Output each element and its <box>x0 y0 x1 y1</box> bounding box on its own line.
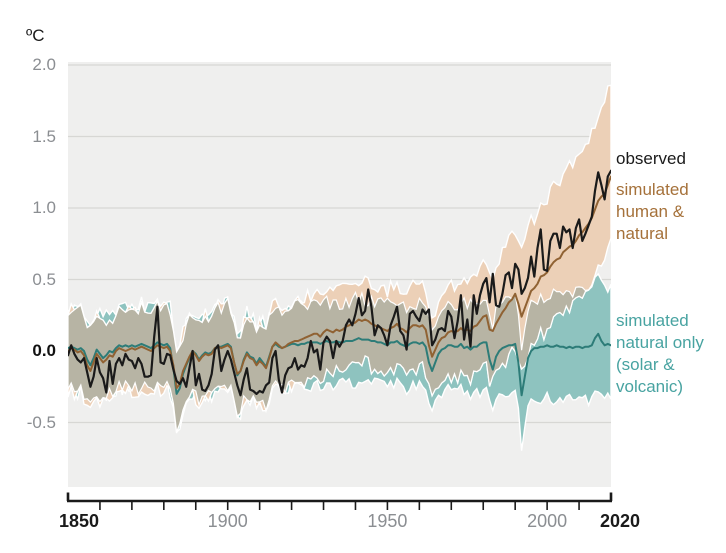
x-tick-label-2020: 2020 <box>599 511 641 531</box>
legend-simulated-natural-only: simulated natural only (solar & volcanic… <box>616 311 704 396</box>
legend-simulated-human-natural: simulated human & natural <box>616 180 689 243</box>
band-overlap-region <box>68 286 590 433</box>
y-axis-unit-label: ºC <box>26 26 45 45</box>
simulated-human-natural-line <box>68 175 611 390</box>
x-tick-label-1850: 1850 <box>58 511 100 531</box>
y-tick-label-0.0: 0.0 <box>32 341 56 360</box>
x-tick-label-1950: 1950 <box>367 511 408 531</box>
observed-line <box>68 169 611 397</box>
plot-series-group <box>68 84 611 451</box>
y-tick-label-1.0: 1.0 <box>32 198 56 217</box>
y-tick-label-1.5: 1.5 <box>32 126 56 146</box>
y-tick-label--0.5: -0.5 <box>26 412 56 432</box>
y-tick-label-0.5: 0.5 <box>32 269 56 289</box>
legend-observed: observed <box>616 149 686 168</box>
x-tick-label-2000: 2000 <box>527 511 568 531</box>
x-tick-label-1900: 1900 <box>207 511 248 531</box>
x-axis <box>66 492 613 510</box>
y-tick-label-2.0: 2.0 <box>32 55 56 74</box>
